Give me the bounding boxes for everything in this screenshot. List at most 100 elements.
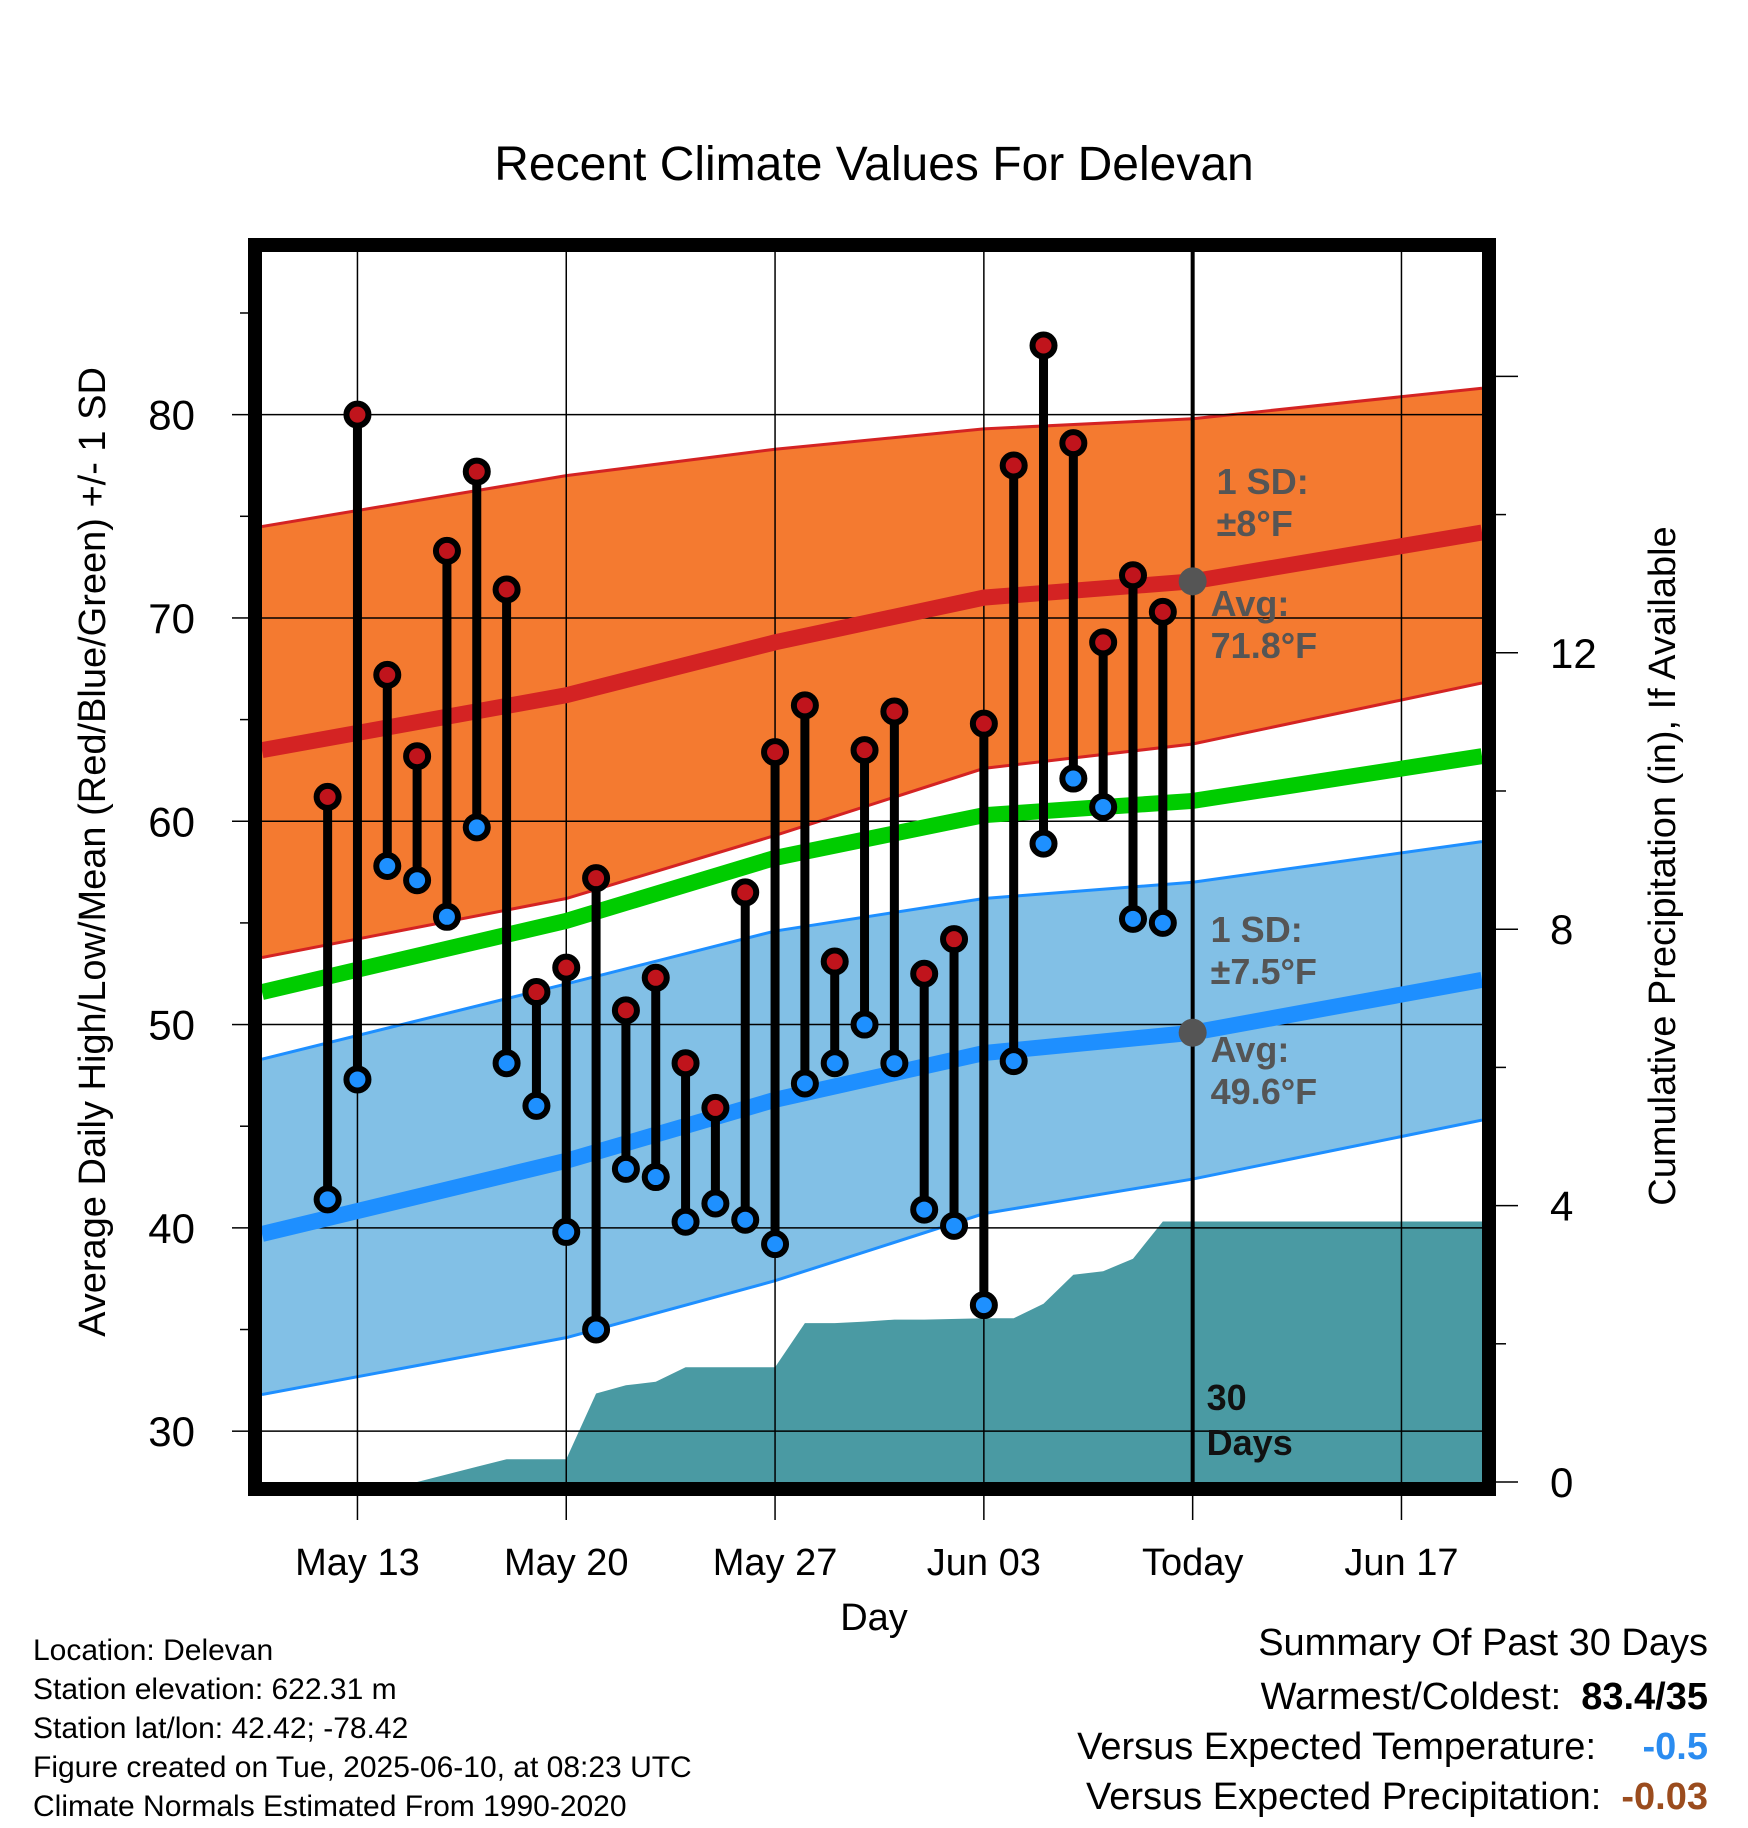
low-sd-label: 1 SD:: [1211, 909, 1303, 950]
info-elevation: Station elevation: 622.31 m: [33, 1673, 397, 1706]
summary-temp-value: -0.5: [1642, 1726, 1708, 1768]
low-point: [582, 1315, 611, 1344]
x-tick-label: May 20: [504, 1542, 629, 1584]
y-tick-label: 60: [148, 798, 195, 845]
high-point: [1029, 331, 1058, 360]
summary-precip-label: Versus Expected Precipitation:: [1085, 1776, 1602, 1818]
high-point: [731, 878, 760, 907]
low-point: [1119, 904, 1148, 933]
high-point: [761, 738, 790, 767]
today-low-avg-marker: [1178, 1018, 1207, 1047]
summary-temp-row: Versus Expected Temperature: -0.5: [1077, 1726, 1708, 1769]
summary-precip-row: Versus Expected Precipitation: -0.03: [1086, 1776, 1708, 1819]
high-point: [1119, 561, 1148, 590]
summary-warmest-row: Warmest/Coldest: 83.4/35: [1261, 1676, 1708, 1719]
low-sd-value: ±7.5°F: [1211, 951, 1317, 992]
low-point: [910, 1195, 939, 1224]
low-point: [761, 1230, 790, 1259]
low-point: [1059, 764, 1088, 793]
high-point: [1148, 597, 1177, 626]
high-point: [403, 742, 432, 771]
station-info: Location: Delevan Station elevation: 622…: [33, 1631, 692, 1826]
low-point: [820, 1049, 849, 1078]
summary-title: Summary Of Past 30 Days: [1258, 1622, 1708, 1664]
y-tick-label: 40: [148, 1205, 195, 1252]
high-point: [462, 457, 491, 486]
high-point: [552, 953, 581, 982]
window-label-line1: 30: [1207, 1377, 1247, 1418]
summary-warmest-value: 83.4/35: [1581, 1676, 1708, 1718]
y-tick-label: 50: [148, 1002, 195, 1049]
low-point: [999, 1047, 1028, 1076]
y-tick-label: 30: [148, 1408, 195, 1455]
low-point: [850, 1010, 879, 1039]
y2-axis-label: Cumulative Precipitation (in), If Availa…: [1642, 526, 1684, 1205]
high-point: [582, 864, 611, 893]
low-point: [492, 1049, 521, 1078]
low-point: [522, 1091, 551, 1120]
low-point: [731, 1205, 760, 1234]
low-sd-band-upper-edge: [262, 840, 1482, 1061]
window-label-line2: Days: [1207, 1422, 1293, 1463]
y2-tick-label: 4: [1550, 1183, 1573, 1230]
high-point: [790, 691, 819, 720]
low-point: [552, 1217, 581, 1246]
y-tick-label: 80: [148, 392, 195, 439]
high-point: [373, 660, 402, 689]
high-point: [701, 1093, 730, 1122]
x-tick-label: May 27: [713, 1542, 838, 1584]
low-point: [432, 902, 461, 931]
x-tick-label: May 13: [295, 1542, 420, 1584]
summary-precip-value: -0.03: [1621, 1776, 1708, 1818]
mean-avg-line: [262, 748, 1482, 1000]
low-point: [343, 1065, 372, 1094]
high-point: [850, 736, 879, 765]
high-sd-label: 1 SD:: [1217, 461, 1309, 502]
x-axis-label: Day: [840, 1597, 908, 1639]
low-point: [403, 866, 432, 895]
info-location: Location: Delevan: [33, 1634, 274, 1667]
high-point: [880, 697, 909, 726]
y2-tick-label: 0: [1550, 1459, 1573, 1506]
x-tick-label: Today: [1142, 1542, 1243, 1584]
chart-title: Recent Climate Values For Delevan: [494, 138, 1253, 191]
info-latlon: Station lat/lon: 42.42; -78.42: [33, 1712, 409, 1745]
info-created: Figure created on Tue, 2025-06-10, at 08…: [33, 1751, 692, 1784]
low-point: [671, 1207, 700, 1236]
high-point: [820, 947, 849, 976]
high-point: [313, 782, 342, 811]
low-point: [313, 1185, 342, 1214]
high-point: [432, 536, 461, 565]
low-point: [940, 1211, 969, 1240]
low-point: [1148, 908, 1177, 937]
x-tick-label: Jun 17: [1344, 1542, 1458, 1584]
plot-inner: [262, 252, 1482, 1482]
low-point: [611, 1154, 640, 1183]
low-point: [641, 1163, 670, 1192]
high-sd-band-upper-edge: [262, 386, 1482, 528]
low-point: [701, 1189, 730, 1218]
x-tick-label: Jun 03: [927, 1542, 1041, 1584]
high-avg-line: [262, 524, 1482, 758]
summary-warmest-label: Warmest/Coldest:: [1260, 1676, 1562, 1718]
low-avg-label: Avg:: [1211, 1029, 1290, 1070]
low-point: [462, 813, 491, 842]
high-point: [343, 400, 372, 429]
high-avg-value: 71.8°F: [1211, 625, 1317, 666]
low-point: [373, 851, 402, 880]
plot-frame: [248, 238, 1496, 1496]
today-high-avg-marker: [1178, 567, 1207, 596]
precip-area: [262, 1221, 1482, 1482]
low-point: [1029, 829, 1058, 858]
y-axis-label: Average Daily High/Low/Mean (Red/Blue/Gr…: [72, 367, 114, 1337]
high-point: [492, 575, 521, 604]
high-point: [641, 963, 670, 992]
low-point: [880, 1049, 909, 1078]
high-point: [671, 1049, 700, 1078]
low-point: [790, 1069, 819, 1098]
low-point: [969, 1291, 998, 1320]
low-avg-line: [262, 971, 1482, 1242]
high-point: [611, 996, 640, 1025]
